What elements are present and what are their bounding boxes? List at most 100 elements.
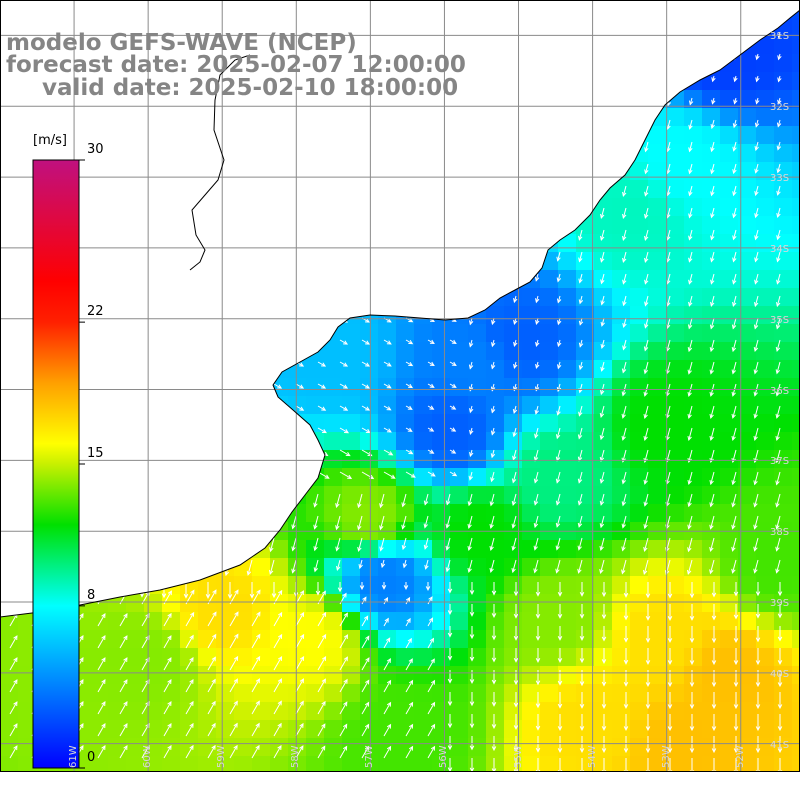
wind-arrow [754,273,759,284]
wind-arrow-head [732,235,737,241]
wind-cell [540,486,558,504]
wind-arrow [601,339,605,349]
wind-arrow [383,680,391,693]
wind-arrow [119,745,128,759]
wind-cell [504,360,522,378]
wind-arrow [251,634,261,649]
wind-arrow-head [469,701,475,707]
wind-arrow-head [755,637,761,643]
wind-arrow [336,537,341,551]
wind-arrow [688,295,693,306]
wind-cell [594,414,612,432]
wind-arrow [534,515,539,528]
wind-arrow-head [579,636,585,641]
wind-cell [18,684,36,702]
wind-cell [738,738,756,756]
wind-cell [522,702,540,720]
wind-cell [396,324,414,342]
wind-arrow [512,537,517,551]
wind-cell [540,414,558,432]
wind-arrow [361,339,370,345]
wind-arrow [732,295,737,307]
wind-arrow [556,515,561,527]
wind-cell [684,648,702,666]
wind-arrow-head [555,545,560,551]
wind-cell [702,90,720,108]
wind-cell [108,630,126,648]
wind-arrow [383,597,388,605]
wind-arrow [405,702,413,715]
wind-arrow [710,229,715,240]
wind-cell [792,306,800,324]
wind-arrow-head [731,391,736,397]
wind-cell [216,630,234,648]
wind-arrow [622,493,627,506]
wind-cell [414,612,432,630]
wind-arrow-head [732,257,737,263]
wind-cell [18,738,36,756]
wind-cell [396,360,414,378]
wind-arrow [578,515,583,527]
wind-arrow-head [491,679,497,685]
wind-arrow [185,701,194,715]
wind-arrow-head [643,391,648,397]
wind-cell [774,198,792,216]
wind-arrow [710,493,715,507]
wind-cell [756,180,774,198]
wind-arrow [578,537,583,550]
wind-cell [342,324,360,342]
wind-cell [666,594,684,612]
wind-cell [558,756,576,772]
wind-arrow-head [468,342,474,348]
wind-arrow-head [386,637,391,643]
wind-arrow-head [776,212,781,219]
wind-arrow-head [776,235,781,241]
wind-arrow-head [255,678,260,684]
wind-arrow-head [428,617,434,623]
wind-arrow-head [313,524,318,530]
wind-arrow-head [731,369,736,375]
wind-cell [432,720,450,738]
wind-cell [378,666,396,684]
wind-arrow [622,471,627,484]
wind-cell [342,594,360,612]
wind-cell [684,360,702,378]
wind-cell [288,720,306,738]
wind-arrow-head [489,567,494,574]
wind-cell [648,702,666,720]
wind-cell [792,108,800,126]
wind-arrow [754,317,759,329]
wind-arrow-head [451,361,457,366]
wind-arrow-head [343,678,348,684]
wind-cell [360,612,378,630]
wind-cell [648,648,666,666]
wind-arrow [732,339,737,352]
wind-cell [486,576,504,594]
wind-arrow-head [623,615,629,621]
wind-cell [630,288,648,306]
wind-arrow [689,163,693,174]
wind-arrow [689,97,693,105]
wind-cell [216,702,234,720]
wind-arrow-head [365,362,371,367]
wind-arrow [185,657,194,671]
wind-arrow-head [277,744,282,750]
wind-cell [342,468,360,486]
wind-arrow [357,493,363,508]
wind-cell [450,360,468,378]
wind-cell [342,414,360,432]
wind-arrow [512,493,517,506]
wind-cell [630,198,648,216]
wind-cell [414,414,432,432]
wind-cell [738,144,756,162]
wind-cell [522,378,540,396]
wind-arrow-head [601,659,607,664]
wind-arrow [379,493,385,508]
wind-arrow-head [167,657,172,663]
wind-arrow-head [775,546,780,552]
wind-arrow-head [643,346,649,352]
wind-arrow-head [451,449,457,454]
wind-arrow-head [468,364,474,370]
wind-arrow-head [513,319,518,325]
wind-cell [774,630,792,648]
